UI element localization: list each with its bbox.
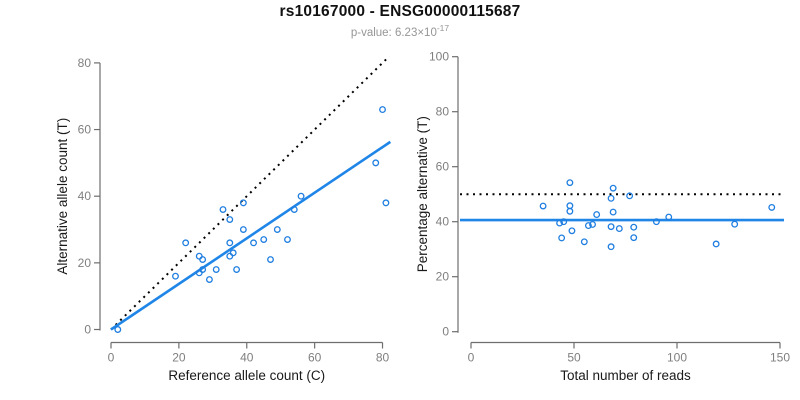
data-point (273, 226, 281, 233)
data-point (205, 276, 213, 283)
data-point (615, 225, 623, 233)
data-point (580, 238, 588, 246)
data-point (297, 192, 305, 200)
data-point (233, 266, 241, 273)
data-point (260, 236, 268, 243)
data-point (607, 243, 615, 251)
data-point (609, 208, 617, 216)
data-point (626, 192, 634, 200)
regression-line (110, 140, 392, 331)
x-tick-label: 100 (667, 351, 687, 365)
data-point (712, 240, 720, 248)
data-point (182, 239, 190, 247)
data-point (768, 203, 776, 211)
data-point (284, 236, 291, 243)
data-point (584, 222, 592, 229)
x-tick-label: 40 (240, 351, 254, 365)
allele-counts-scatter-y-label: Alternative allele count (T) (55, 118, 70, 275)
y-tick-label: 0 (442, 325, 449, 339)
data-point (652, 218, 660, 226)
data-point (665, 213, 673, 221)
data-point (560, 218, 568, 226)
x-tick-label: 20 (172, 351, 186, 365)
data-point (566, 179, 574, 187)
data-point (630, 223, 638, 231)
y-tick-label: 20 (436, 270, 450, 284)
data-point (568, 227, 576, 235)
identity-line (110, 55, 391, 331)
data-point (372, 159, 380, 167)
figure-subtitle: p-value: 6.23×10-17 (0, 23, 800, 39)
data-point (609, 184, 617, 192)
y-tick-label: 60 (78, 123, 92, 137)
pvalue-exponent: -17 (436, 23, 450, 33)
y-tick-label: 40 (78, 189, 92, 203)
y-tick-label: 80 (436, 105, 450, 119)
data-point (593, 211, 601, 218)
data-point (539, 202, 547, 210)
data-point (114, 326, 122, 333)
data-point (290, 206, 298, 213)
figure-title: rs10167000 - ENSG00000115687 (279, 3, 521, 20)
data-point (379, 106, 386, 114)
y-tick-label: 0 (84, 323, 91, 337)
data-point (556, 219, 564, 227)
pvalue-text: p-value: 6.23×10 (350, 26, 437, 39)
data-point (229, 249, 237, 257)
x-tick-label: 80 (376, 351, 390, 365)
y-tick-label: 80 (78, 56, 92, 70)
data-point (239, 199, 247, 207)
data-point (219, 206, 227, 213)
x-tick-label: 0 (468, 351, 475, 365)
data-point (226, 252, 234, 260)
data-point (731, 220, 739, 228)
x-tick-label: 60 (308, 351, 322, 365)
x-tick-label: 150 (770, 351, 790, 365)
data-point (226, 239, 234, 247)
y-tick-label: 60 (436, 160, 450, 174)
data-point (172, 272, 179, 280)
allele-counts-scatter-x-label: Reference allele count (C) (168, 368, 325, 383)
data-point (566, 207, 574, 215)
data-point (607, 223, 615, 231)
data-point (558, 234, 566, 242)
data-point (607, 194, 615, 202)
y-tick-label: 100 (429, 50, 449, 64)
data-point (239, 226, 247, 233)
data-point (589, 220, 596, 228)
percentage-vs-coverage-scatter-x-label: Total number of reads (560, 368, 691, 383)
data-point (267, 256, 274, 263)
y-tick-label: 40 (436, 215, 450, 229)
data-point (195, 252, 203, 260)
percentage-vs-coverage-scatter-y-label: Percentage alternative (T) (415, 116, 430, 272)
data-point (199, 256, 207, 263)
data-point (382, 199, 390, 207)
data-point (250, 239, 257, 247)
y-tick-label: 20 (78, 256, 92, 270)
x-tick-label: 50 (567, 351, 581, 365)
x-tick-label: 0 (108, 351, 115, 365)
data-point (630, 234, 638, 242)
data-point (566, 202, 574, 210)
data-point (199, 266, 207, 273)
data-point (226, 216, 234, 223)
data-point (212, 266, 220, 273)
